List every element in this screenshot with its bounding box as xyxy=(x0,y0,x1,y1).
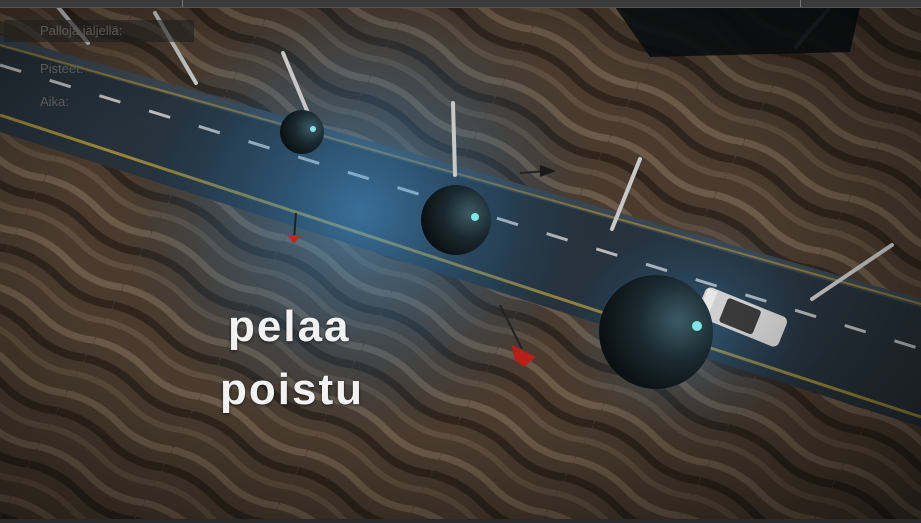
editor-toolbar xyxy=(0,0,921,8)
bottom-border xyxy=(0,519,921,523)
play-button[interactable]: pelaa xyxy=(228,302,351,351)
hud-panel xyxy=(4,20,194,42)
score-label: Pisteet: xyxy=(40,61,84,76)
toolbar-divider xyxy=(182,0,183,7)
quit-button[interactable]: poistu xyxy=(220,365,364,414)
vignette xyxy=(0,7,921,523)
toolbar-divider xyxy=(800,0,801,7)
balls-left-label: Palloja jäljellä: xyxy=(40,23,123,38)
game-scene xyxy=(0,7,921,523)
time-label: Aika: xyxy=(40,94,69,109)
